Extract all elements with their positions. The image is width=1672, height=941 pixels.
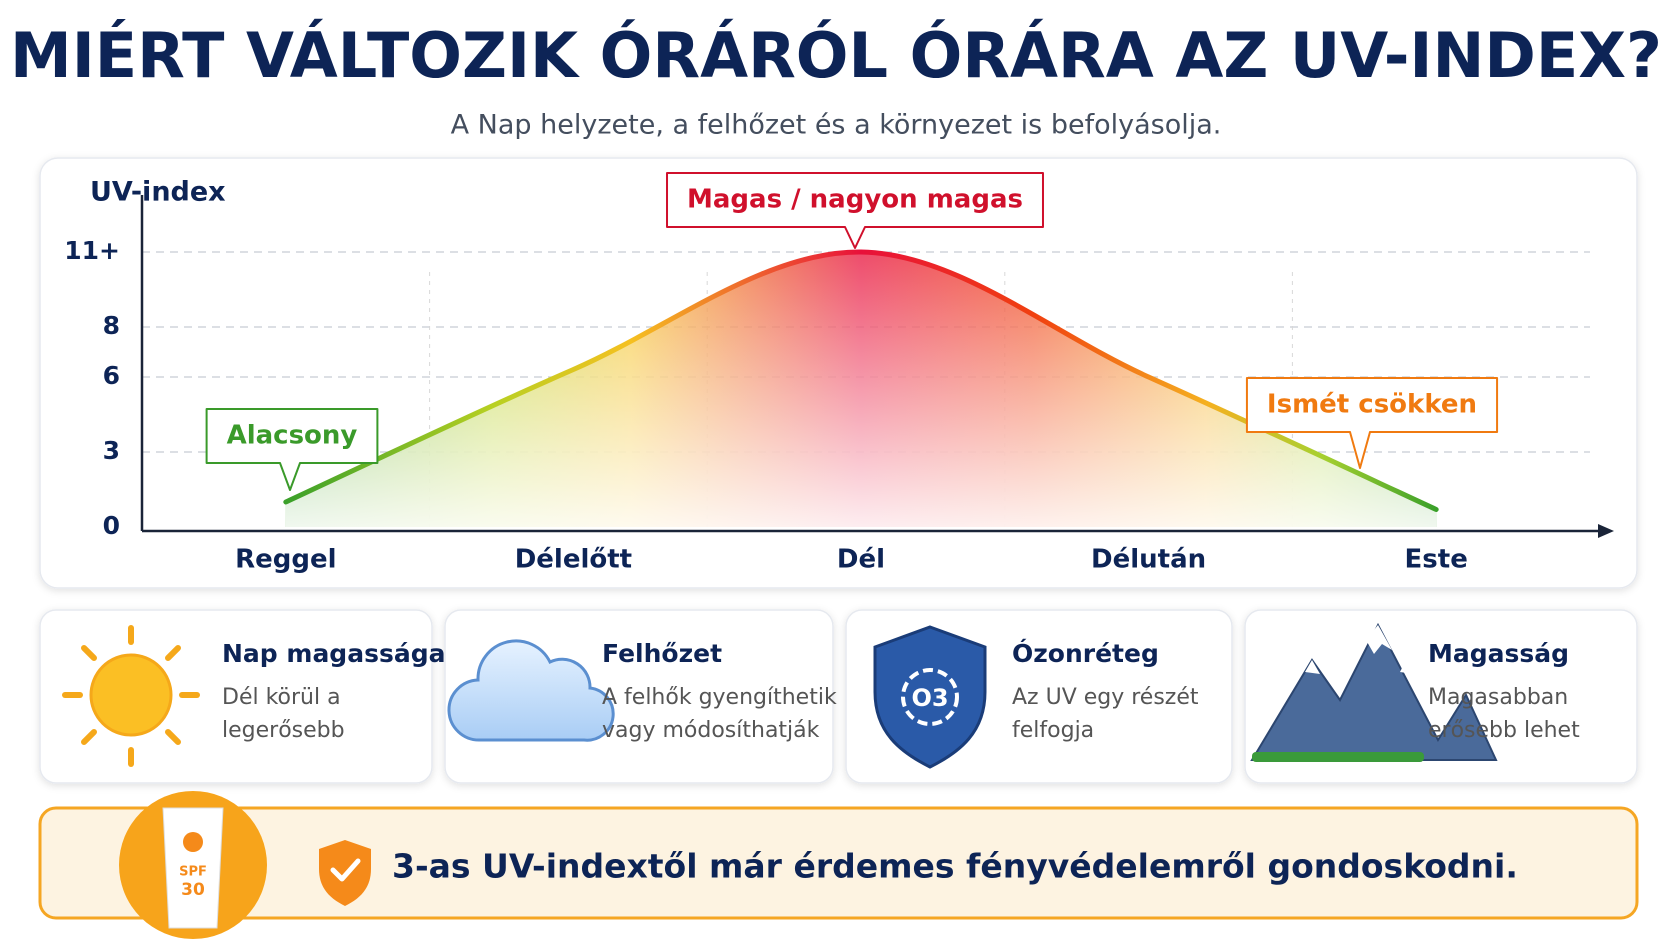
y-tick-label: 3 xyxy=(103,436,120,465)
y-tick-label: 11+ xyxy=(64,236,120,265)
callout-box xyxy=(1245,377,1499,469)
callout-box xyxy=(205,408,379,491)
sun-icon xyxy=(62,625,200,767)
factor-description: Az UV egy részét xyxy=(1012,685,1199,710)
spf-label: SPF xyxy=(179,865,207,880)
cloud-icon xyxy=(447,639,615,742)
factor-title: Nap magassága xyxy=(222,639,445,668)
title: MIÉRT VÁLTOZIK ÓRÁRÓL ÓRÁRA AZ UV-INDEX? xyxy=(10,19,1662,92)
shield-icon: O3 xyxy=(873,625,987,769)
factor-description: Dél körül a xyxy=(222,685,341,710)
x-tick-label: Délelőtt xyxy=(515,545,632,575)
y-axis-label: UV-index xyxy=(90,177,226,208)
sunscreen-badge: SPF 30 xyxy=(119,791,267,939)
callout-text: Ismét csökken xyxy=(1267,390,1477,420)
factor-cards: O3 xyxy=(39,609,1638,784)
area-fade xyxy=(285,251,1437,527)
factor-title: Magasság xyxy=(1428,639,1569,668)
y-tick-label: 8 xyxy=(103,311,120,340)
check-shield xyxy=(319,840,371,906)
x-tick-label: Délután xyxy=(1091,545,1206,575)
callout-text: Alacsony xyxy=(227,421,358,451)
uv-line xyxy=(283,249,1439,512)
ozone-label: O3 xyxy=(911,684,948,712)
factor-description: vagy módosíthatják xyxy=(602,718,820,743)
factor-title: Ózonréteg xyxy=(1012,638,1159,668)
factor-description: felfogja xyxy=(1012,718,1094,743)
card xyxy=(39,609,433,784)
factor-title: Felhőzet xyxy=(602,639,722,668)
y-tick-label: 0 xyxy=(103,511,120,540)
spf-value: 30 xyxy=(181,880,205,900)
callout-box xyxy=(666,172,1044,249)
y-tick-label: 6 xyxy=(103,361,120,390)
factor-description: legerősebb xyxy=(222,718,345,743)
x-axis-arrow xyxy=(1598,524,1614,538)
x-tick-label: Reggel xyxy=(235,545,336,575)
tip-banner xyxy=(38,806,1639,920)
factor-description: Magasabban xyxy=(1428,685,1568,710)
factor-description: A felhők gyengíthetik xyxy=(602,685,837,710)
subtitle: A Nap helyzete, a felhőzet és a környeze… xyxy=(451,110,1222,141)
x-tick-label: Dél xyxy=(837,545,885,575)
callout-text: Magas / nagyon magas xyxy=(687,185,1023,215)
factor-description: erősebb lehet xyxy=(1428,718,1580,743)
mountain-icon xyxy=(1250,622,1498,762)
x-tick-label: Este xyxy=(1405,545,1468,575)
tip-text: 3-as UV-indextől már érdemes fényvédelem… xyxy=(392,847,1518,886)
